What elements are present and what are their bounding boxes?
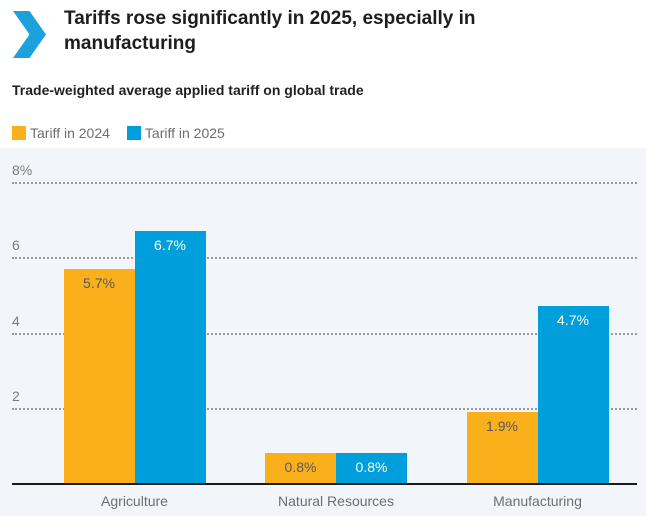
bar-value-label: 0.8% <box>355 459 388 475</box>
gridline <box>12 407 637 410</box>
forward-chevron-icon <box>13 11 46 58</box>
legend-label: Tariff in 2025 <box>144 125 225 141</box>
bar-2025-agriculture: 6.7% <box>134 231 206 483</box>
legend-label: Tariff in 2024 <box>30 125 110 141</box>
bar-2024-agriculture: 5.7% <box>63 269 135 483</box>
y-axis-tick-label: 6 <box>12 237 20 254</box>
bar-2025-manufacturing: 4.7% <box>537 306 609 483</box>
plot-area: 8% 6 4 2 5.7% 0.8% 1.9% 6.7% 0.8% 4.7% Agriculture… <box>0 148 646 516</box>
x-axis-line <box>12 483 637 485</box>
page-title: Tariffs rose significantly in 2025, espe… <box>64 8 476 54</box>
y-axis-tick-label: 4 <box>12 312 20 329</box>
chart-subtitle: Trade-weighted average applied tariff on… <box>12 82 364 98</box>
bar-2024-manufacturing: 1.9% <box>466 412 538 483</box>
legend-swatch-icon <box>12 126 26 140</box>
bar-2025-natural-resources: 0.8% <box>336 453 407 483</box>
bar-value-label: 0.8% <box>284 459 317 475</box>
gridline <box>12 257 637 260</box>
y-axis-tick-label: 8% <box>12 162 33 179</box>
gridline <box>12 182 637 185</box>
x-axis-category-label: Natural Resources <box>278 493 394 509</box>
x-axis-category-label: Agriculture <box>101 493 168 509</box>
legend-item-2024: Tariff in 2024 <box>12 125 110 141</box>
x-axis-category-label: Manufacturing <box>493 493 582 509</box>
bar-value-label: 4.7% <box>557 312 589 328</box>
bar-2024-natural-resources: 0.8% <box>265 453 336 483</box>
y-axis-tick-label: 2 <box>12 387 20 404</box>
legend-swatch-icon <box>126 126 141 140</box>
bar-value-label: 1.9% <box>486 418 518 434</box>
bar-value-label: 6.7% <box>154 237 186 253</box>
legend-item-2025: Tariff in 2025 <box>126 125 225 141</box>
bar-value-label: 5.7% <box>83 275 115 291</box>
gridline <box>12 332 637 335</box>
legend: Tariff in 2024 Tariff in 2025 <box>12 125 242 141</box>
